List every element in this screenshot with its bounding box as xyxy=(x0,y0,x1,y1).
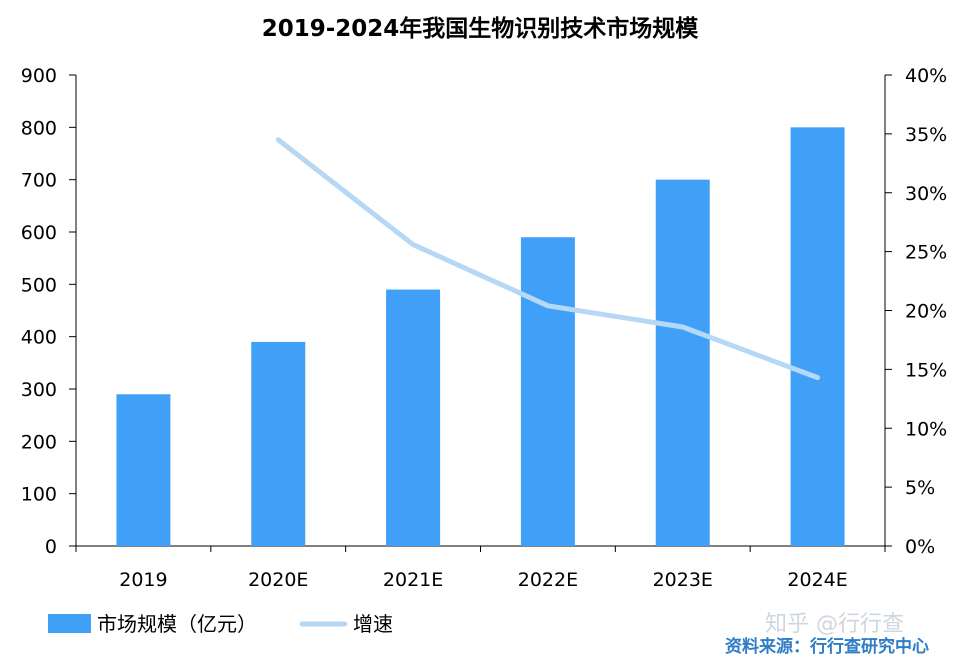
y2-tick-label: 25% xyxy=(905,242,947,264)
y2-tick-label: 15% xyxy=(905,359,947,381)
bar xyxy=(790,127,845,546)
source-note: 资料来源：行行查研究中心 xyxy=(725,636,929,657)
y2-tick-label: 35% xyxy=(905,124,947,146)
line-series xyxy=(275,137,821,381)
legend-line-label: 增速 xyxy=(353,612,393,636)
y-tick-label: 300 xyxy=(21,379,57,401)
bar xyxy=(520,237,575,546)
chart-title: 2019-2024年我国生物识别技术市场规模 xyxy=(262,15,700,42)
x-tick-label: 2024E xyxy=(787,569,847,591)
y-tick-label: 700 xyxy=(21,170,57,192)
y2-tick-label: 0% xyxy=(905,536,935,558)
y-tick-label: 600 xyxy=(21,222,57,244)
legend: 市场规模（亿元） 增速 xyxy=(48,612,393,636)
watermark: 知乎 @行行查 xyxy=(765,612,904,637)
x-tick-label: 2023E xyxy=(653,569,713,591)
legend-bar-swatch xyxy=(48,614,91,633)
y2-tick-label: 30% xyxy=(905,183,947,205)
y-tick-label: 500 xyxy=(21,274,57,296)
y2-tick-label: 5% xyxy=(905,477,935,499)
bar xyxy=(116,394,171,546)
bar-series xyxy=(116,127,845,546)
y2-tick-label: 40% xyxy=(905,65,947,87)
x-tick-label: 2020E xyxy=(248,569,308,591)
y-tick-label: 200 xyxy=(21,431,57,453)
x-tick-label: 2022E xyxy=(518,569,578,591)
axes: 0 100 200 300 400 500 600 700 800 900 0% 5% 10% 15% 20… xyxy=(21,65,948,591)
x-tick-label: 2019 xyxy=(119,569,167,591)
x-tick-label: 2021E xyxy=(383,569,443,591)
growth-line xyxy=(275,137,821,381)
y-tick-label: 900 xyxy=(21,65,57,87)
y2-tick-label: 10% xyxy=(905,418,947,440)
bar xyxy=(251,341,306,546)
y-tick-label: 400 xyxy=(21,327,57,349)
y-tick-label: 100 xyxy=(21,484,57,506)
y-tick-label: 0 xyxy=(45,536,57,558)
legend-bar-label: 市场规模（亿元） xyxy=(97,612,257,636)
y2-tick-label: 20% xyxy=(905,301,947,323)
y-tick-label: 800 xyxy=(21,117,57,139)
bar xyxy=(386,289,441,546)
bar xyxy=(655,179,710,546)
